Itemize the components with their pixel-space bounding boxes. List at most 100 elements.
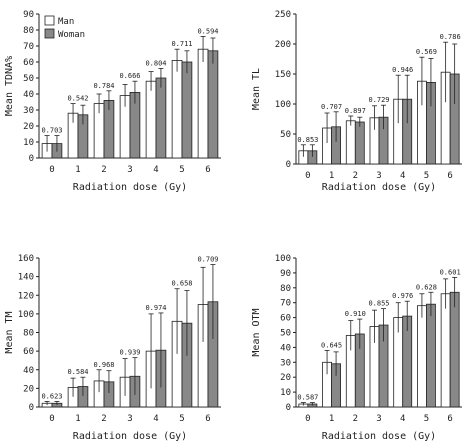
y-tick-label: 140 — [18, 273, 34, 283]
bar-woman — [181, 61, 193, 159]
x-tick-label: 1 — [75, 165, 80, 175]
y-axis-label: Mean TM — [4, 311, 15, 353]
x-tick-label: 4 — [153, 165, 158, 175]
legend-swatch-man — [44, 15, 55, 26]
y-tick-label: 0 — [286, 160, 291, 170]
y-tick-label: 20 — [280, 373, 291, 383]
y-tick-label: 50 — [280, 130, 291, 140]
x-tick-label: 1 — [75, 414, 80, 424]
x-tick-label: 6 — [205, 165, 210, 175]
x-tick-label: 3 — [127, 165, 132, 175]
p-value-label: 0.897 — [345, 107, 366, 115]
y-tick-label: 40 — [23, 90, 34, 100]
p-value-label: 0.601 — [440, 268, 461, 276]
y-tick-label: 90 — [280, 269, 291, 279]
p-value-label: 0.623 — [41, 392, 62, 400]
p-value-label: 0.855 — [368, 300, 389, 308]
legend-label-woman: Woman — [58, 30, 85, 40]
y-tick-label: 30 — [23, 106, 34, 116]
p-value-label: 0.968 — [93, 361, 114, 369]
x-axis-label: Radiation dose (Gy) — [73, 431, 187, 442]
p-value-label: 0.786 — [440, 33, 461, 41]
x-tick-label: 5 — [424, 414, 429, 424]
x-tick-label: 3 — [376, 414, 381, 424]
y-tick-label: 100 — [275, 254, 291, 264]
y-tick-label: 0 — [286, 403, 291, 413]
y-tick-label: 40 — [280, 343, 291, 353]
x-tick-label: 3 — [127, 414, 132, 424]
p-value-label: 0.729 — [368, 96, 389, 104]
x-axis-label: Radiation dose (Gy) — [73, 182, 187, 193]
y-tick-label: 20 — [23, 122, 34, 132]
chart-tdna: 0 10 20 30 40 50 60 70 80 90 0 0.703 1 0.542 2 0.784 3 0.… — [4, 10, 221, 193]
x-tick-label: 5 — [424, 171, 429, 181]
x-tick-label: 4 — [153, 414, 158, 424]
y-tick-label: 60 — [23, 347, 34, 357]
p-value-label: 0.974 — [145, 304, 166, 312]
chart-otm: 0 10 20 30 40 50 60 70 80 90 100 0 0.587 1 0.645 2 0.910… — [251, 254, 462, 442]
bar-woman — [354, 121, 365, 165]
p-value-label: 0.658 — [171, 280, 192, 288]
x-tick-label: 4 — [400, 171, 405, 181]
p-value-label: 0.976 — [392, 292, 413, 300]
x-tick-label: 6 — [447, 171, 452, 181]
y-axis-label: Mean TDNA% — [4, 56, 15, 116]
x-tick-label: 0 — [305, 414, 310, 424]
y-tick-label: 50 — [23, 74, 34, 84]
p-value-label: 0.709 — [197, 256, 218, 264]
x-tick-label: 0 — [305, 171, 310, 181]
bar-man — [345, 120, 356, 165]
bar-man — [440, 293, 451, 408]
y-tick-label: 100 — [275, 100, 291, 110]
y-tick-label: 160 — [18, 254, 34, 264]
x-tick-label: 2 — [101, 165, 106, 175]
chart-tm: 0 20 40 60 80 100 120 140 160 0 0.623 1 0.584 2 0.968 3… — [4, 254, 221, 442]
p-value-label: 0.784 — [93, 82, 114, 90]
y-tick-label: 80 — [23, 26, 34, 36]
y-tick-label: 50 — [280, 329, 291, 339]
y-tick-label: 0 — [29, 154, 34, 164]
p-value-label: 0.542 — [67, 95, 88, 103]
y-tick-label: 60 — [280, 314, 291, 324]
bar-woman — [155, 77, 167, 159]
p-value-label: 0.711 — [171, 40, 192, 48]
p-value-label: 0.666 — [119, 72, 140, 80]
y-tick-label: 70 — [23, 42, 34, 52]
x-tick-label: 6 — [447, 414, 452, 424]
legend-swatch-woman — [44, 28, 55, 39]
x-axis-label: Radiation dose (Gy) — [322, 431, 436, 442]
bar-woman — [207, 50, 219, 159]
x-tick-label: 0 — [49, 165, 54, 175]
legend-label-man: Man — [58, 17, 74, 27]
p-value-label: 0.594 — [197, 27, 218, 35]
bar-man — [197, 48, 209, 159]
y-tick-label: 10 — [280, 388, 291, 398]
y-tick-label: 80 — [280, 284, 291, 294]
y-tick-label: 150 — [275, 70, 291, 80]
y-tick-label: 10 — [23, 138, 34, 148]
p-value-label: 0.628 — [416, 283, 437, 291]
p-value-label: 0.946 — [392, 66, 413, 74]
y-tick-label: 30 — [280, 358, 291, 368]
y-tick-label: 200 — [275, 40, 291, 50]
y-tick-label: 250 — [275, 10, 291, 20]
x-axis-label: Radiation dose (Gy) — [322, 182, 436, 193]
y-tick-label: 100 — [18, 310, 34, 320]
y-tick-label: 80 — [23, 329, 34, 339]
x-tick-label: 1 — [329, 414, 334, 424]
x-tick-label: 2 — [353, 171, 358, 181]
y-tick-label: 70 — [280, 299, 291, 309]
p-value-label: 0.853 — [297, 136, 318, 144]
x-tick-label: 5 — [179, 165, 184, 175]
bar-man — [417, 305, 427, 408]
y-tick-label: 120 — [18, 291, 34, 301]
x-tick-label: 2 — [101, 414, 106, 424]
p-value-label: 0.939 — [119, 349, 140, 357]
bar-woman — [449, 291, 460, 408]
y-axis-label: Mean OTM — [251, 308, 262, 356]
p-value-label: 0.910 — [345, 310, 366, 318]
x-tick-label: 6 — [205, 414, 210, 424]
p-value-label: 0.587 — [297, 394, 318, 402]
x-tick-label: 3 — [376, 171, 381, 181]
x-tick-label: 4 — [400, 414, 405, 424]
